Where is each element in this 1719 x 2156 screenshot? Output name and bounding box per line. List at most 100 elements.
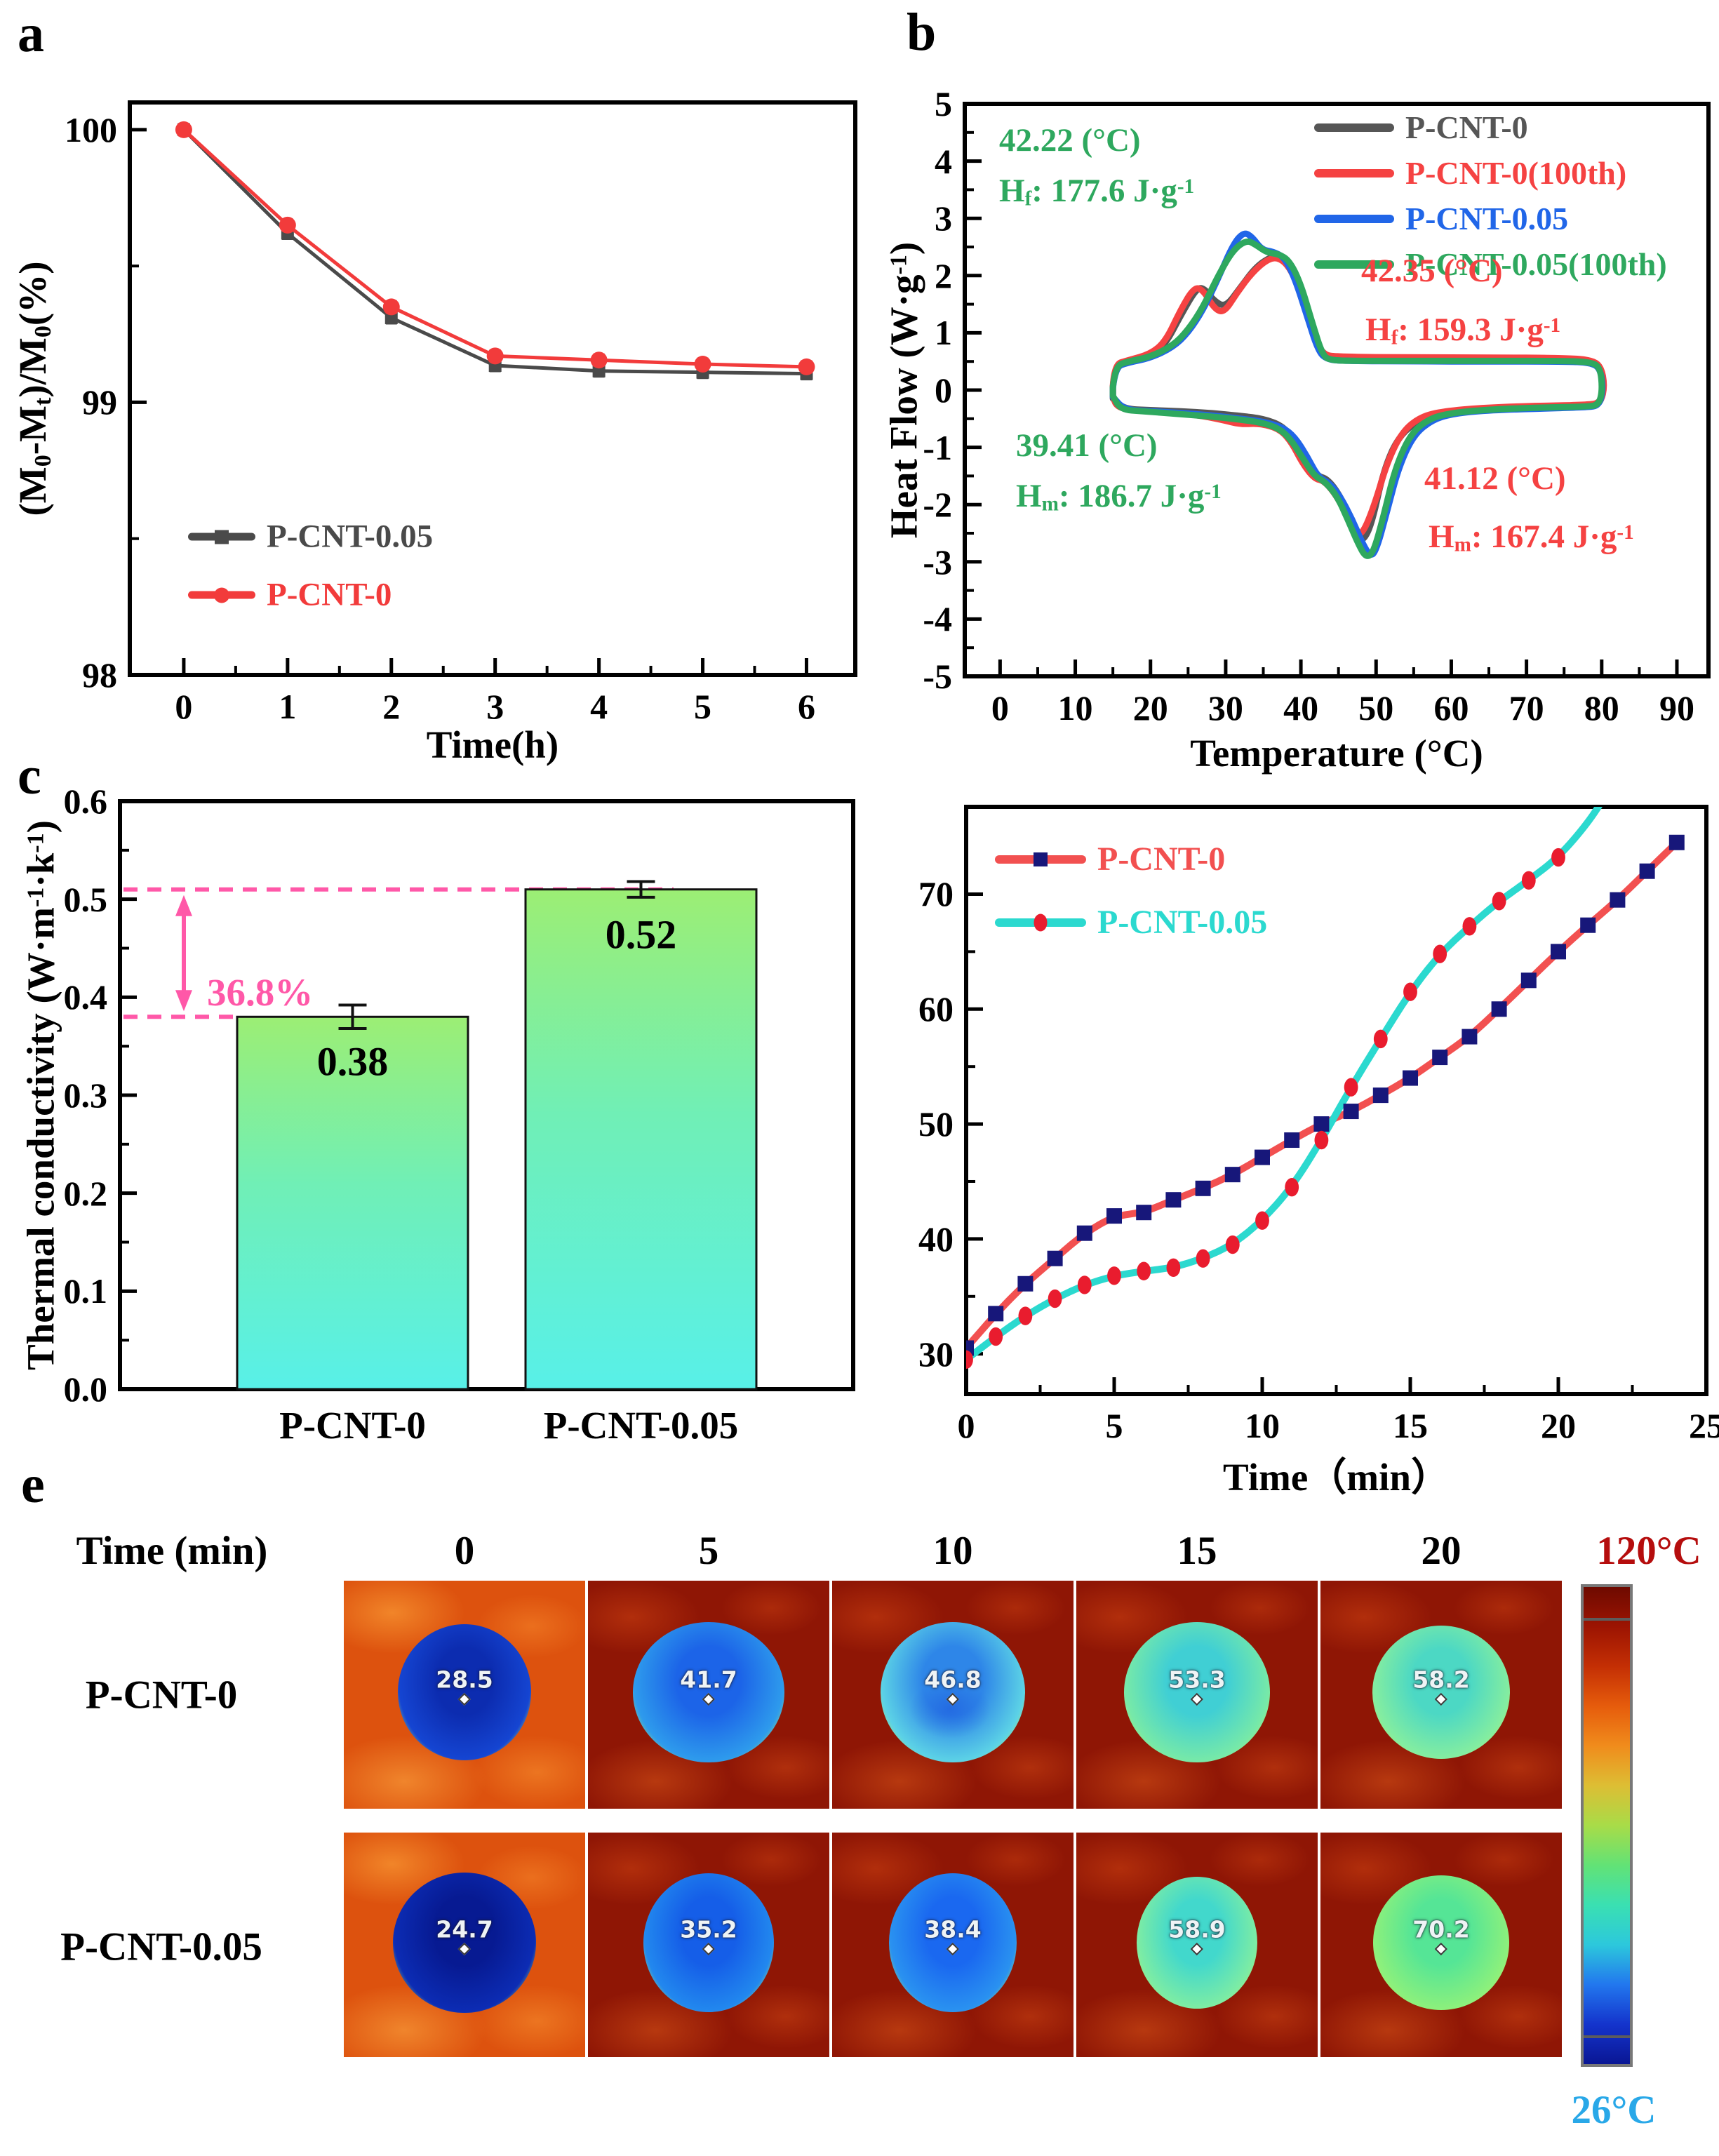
panel-b-label: b — [907, 3, 937, 62]
p-cnt-0-100th--legend-swatch — [1314, 169, 1394, 178]
y-tick-label: 100 — [65, 109, 117, 149]
temperature-value: 58.9 — [1168, 1915, 1226, 1943]
cursor-diamond-icon — [1190, 1692, 1204, 1706]
temperature-readout: 41.7 — [680, 1668, 737, 1706]
cursor-diamond-icon — [946, 1942, 960, 1956]
data-point-marker — [989, 1327, 1003, 1346]
sample-circle — [1124, 1622, 1270, 1763]
x-tick-label: 20 — [1132, 688, 1168, 728]
temperature-readout: 46.8 — [924, 1668, 982, 1706]
data-point-marker — [1639, 863, 1655, 879]
y-axis-title: Thermal conductivity (W·m-1·k-1) — [19, 820, 62, 1370]
y-tick-label: 99 — [82, 382, 117, 422]
bar-p-cnt-0.05 — [524, 888, 758, 1391]
colorbar-cap-top — [1584, 1618, 1630, 1621]
x-tick-label: 0 — [175, 687, 193, 726]
y-tick-label: 70 — [918, 874, 954, 914]
data-point-marker — [988, 1306, 1004, 1322]
data-point-marker — [1165, 1192, 1182, 1208]
data-point-marker — [1255, 1149, 1270, 1165]
sample-circle — [881, 1622, 1025, 1763]
x-tick-label: 25 — [1689, 1406, 1719, 1445]
temperature-readout: 53.3 — [1168, 1668, 1226, 1706]
data-point-marker — [1018, 1306, 1033, 1325]
y-axis-title: (M0-Mt)/M0(%) — [11, 261, 56, 516]
axis-box — [128, 100, 857, 677]
panel-a-label: a — [18, 4, 44, 63]
temperature-value: 28.5 — [436, 1666, 493, 1693]
thermal-image-p-cnt-0.05-5min: 35.2 — [588, 1833, 829, 2057]
panel-e-thermal-images: Time (min) 120°C 26°C 0 5 10 15 20 P-CNT-0 28.… — [0, 1494, 1719, 2156]
legend-label: P-CNT-0 — [267, 576, 392, 613]
panel-b-dsc-chart: 0 10 20 30 40 50 60 70 80 90 -5 -4 -3 -2 -1 0 1 2 3 4 5 Tempe… — [849, 0, 1719, 793]
bar-value-label: 0.38 — [316, 1038, 389, 1085]
annotation-3: Hf: 159.3 J·g-1 — [1365, 312, 1561, 349]
x-tick-label: 20 — [1541, 1406, 1576, 1445]
data-point-marker — [590, 351, 608, 369]
annotation-5: Hm: 186.7 J·g-1 — [1016, 478, 1222, 516]
sample-circle — [633, 1622, 784, 1763]
thermal-image-p-cnt-0.05-15min: 58.9 — [1076, 1833, 1318, 2057]
y-tick-label: 1 — [935, 313, 952, 353]
legend-item: P-CNT-0 — [188, 576, 392, 613]
y-tick-label: 2 — [935, 255, 952, 295]
x-tick-label: 50 — [1358, 688, 1394, 728]
temperature-value: 24.7 — [436, 1915, 493, 1943]
data-point-marker — [279, 216, 296, 234]
temperature-colorbar — [1581, 1584, 1633, 2067]
data-point-marker — [1313, 1116, 1330, 1132]
y-tick-label: -1 — [923, 427, 952, 467]
data-point-marker — [1077, 1275, 1092, 1294]
cursor-diamond-icon — [457, 1942, 471, 1956]
y-tick-label: 0.6 — [63, 782, 108, 821]
legend-label: P-CNT-0 — [1097, 841, 1226, 878]
panel-b-plot — [963, 102, 1711, 678]
y-tick-label: 4 — [935, 141, 952, 181]
y-tick-label: 98 — [82, 655, 117, 695]
y-tick-label: -5 — [923, 657, 952, 696]
x-tick-label: 80 — [1584, 688, 1619, 728]
annotation-1: Hf: 177.6 J·g-1 — [999, 173, 1195, 210]
data-point-marker — [966, 1340, 974, 1356]
data-point-marker — [1668, 834, 1685, 850]
thermal-image-p-cnt-0-5min: 41.7 — [588, 1581, 829, 1809]
temperature-value: 58.2 — [1412, 1666, 1470, 1693]
x-axis-title: Temperature (°C) — [1190, 732, 1483, 775]
legend-label: P-CNT-0.05 — [267, 518, 434, 555]
data-point-marker — [1166, 1258, 1181, 1278]
data-point-marker — [1373, 1029, 1388, 1049]
y-tick-label: 60 — [918, 989, 954, 1029]
data-point-marker — [1255, 1211, 1269, 1230]
scale-max-label: 120°C — [1596, 1529, 1701, 1573]
temperature-readout: 28.5 — [436, 1666, 493, 1706]
column-header-15: 15 — [1177, 1529, 1217, 1573]
row-label-p-cnt-0: P-CNT-0 — [85, 1673, 238, 1717]
x-tick-label: 2 — [382, 687, 401, 726]
data-point-marker — [1107, 1266, 1121, 1285]
x-axis-title: Time（min） — [1223, 1456, 1450, 1499]
y-tick-label: 3 — [935, 199, 952, 239]
x-tick-label: 0 — [957, 1406, 975, 1445]
x-tick-label: 6 — [797, 687, 815, 726]
thermal-image-p-cnt-0-20min: 58.2 — [1320, 1581, 1562, 1809]
category-label: P-CNT-0.05 — [543, 1404, 739, 1447]
p-cnt-0.05-series-line — [966, 807, 1603, 1363]
p-cnt-0-legend-swatch — [188, 587, 255, 603]
y-tick-label: 50 — [918, 1104, 954, 1144]
legend-item: P-CNT-0 — [995, 843, 1225, 876]
y-tick-label: 0 — [935, 370, 952, 410]
sample-circle — [398, 1624, 531, 1761]
data-point-marker — [1106, 1208, 1122, 1224]
data-point-marker — [1136, 1205, 1152, 1221]
data-point-marker — [1610, 892, 1626, 908]
y-tick-label: -4 — [923, 599, 952, 639]
y-tick-label: 40 — [918, 1219, 954, 1259]
x-tick-label: 70 — [1509, 688, 1544, 728]
temperature-readout: 35.2 — [680, 1918, 737, 1956]
p-cnt-0-series-line — [182, 128, 807, 369]
square-marker-icon — [1034, 852, 1048, 866]
data-point-marker — [1433, 944, 1447, 963]
square-marker-icon — [215, 530, 229, 544]
cursor-diamond-icon — [1434, 1692, 1448, 1706]
